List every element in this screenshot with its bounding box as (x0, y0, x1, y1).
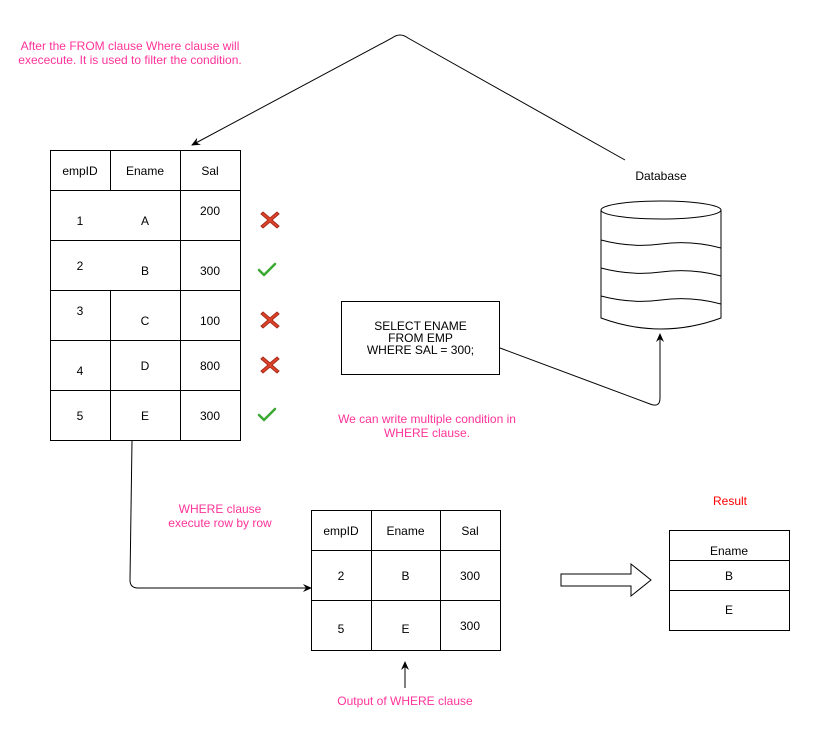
emp-row-4-ename: D (140, 359, 150, 373)
emp-header-ename: Ename (125, 164, 165, 178)
filtered-row-2-sal: 300 (459, 619, 481, 633)
result-row-1: B (724, 569, 733, 583)
filtered-row-2-empid: 5 (337, 622, 345, 636)
result-table-grid (669, 530, 790, 631)
query-to-database-arrow (499, 333, 664, 406)
filtered-row-2-ename: E (401, 622, 410, 636)
emp-row-2-ename: B (140, 264, 149, 278)
sql-query-box: SELECT ENAME FROM EMP WHERE SAL = 300; (341, 301, 500, 375)
from-clause-note: After the FROM clause Where clause will … (18, 39, 242, 67)
emp-row-5-sal: 300 (199, 409, 221, 423)
result-label: Result (712, 494, 747, 508)
emp-table-grid (50, 150, 241, 441)
emp-header-sal: Sal (201, 164, 219, 178)
filtered-row-1-empid: 2 (337, 569, 345, 583)
emp-row-4-empid: 4 (76, 364, 84, 378)
filtered-header-empid: empID (323, 524, 359, 538)
database-label: Database (635, 169, 687, 183)
check-icon (257, 407, 277, 422)
filtered-header-sal: Sal (461, 524, 479, 538)
row-by-row-note: WHERE clause execute row by row (168, 502, 272, 530)
block-arrow (560, 562, 652, 598)
query-line-3: WHERE SAL = 300; (366, 343, 475, 357)
emp-row-2-sal: 300 (199, 264, 221, 278)
emp-row-5-empid: 5 (76, 409, 84, 423)
check-icon (257, 262, 277, 277)
emp-row-5-ename: E (140, 409, 149, 423)
emp-header-empid: empID (62, 164, 98, 178)
filtered-table-grid (311, 510, 501, 651)
emp-row-1-ename: A (140, 214, 149, 228)
cross-icon (260, 356, 280, 374)
filtered-row-1-ename: B (401, 569, 410, 583)
database-to-table-arrow (191, 34, 626, 161)
table-to-filtered-arrow (129, 440, 312, 592)
result-header-ename: Ename (709, 544, 749, 558)
filtered-header-ename: Ename (386, 524, 425, 538)
result-row-2: E (724, 603, 733, 617)
emp-row-3-empid: 3 (76, 304, 84, 318)
emp-row-3-sal: 100 (199, 314, 221, 328)
cross-icon (260, 311, 280, 329)
multiple-condition-note: We can write multiple condition in WHERE… (338, 412, 516, 440)
cross-icon (260, 211, 280, 229)
output-note: Output of WHERE clause (337, 694, 473, 708)
emp-row-3-ename: C (140, 314, 150, 328)
emp-row-1-empid: 1 (76, 214, 84, 228)
query-line-1: SELECT ENAME (374, 319, 467, 333)
emp-row-4-sal: 800 (199, 359, 221, 373)
emp-row-1-sal: 200 (199, 204, 221, 218)
query-line-2: FROM EMP (388, 331, 453, 345)
filtered-row-1-sal: 300 (459, 569, 481, 583)
emp-row-2-empid: 2 (76, 259, 84, 273)
database-icon (600, 200, 722, 330)
